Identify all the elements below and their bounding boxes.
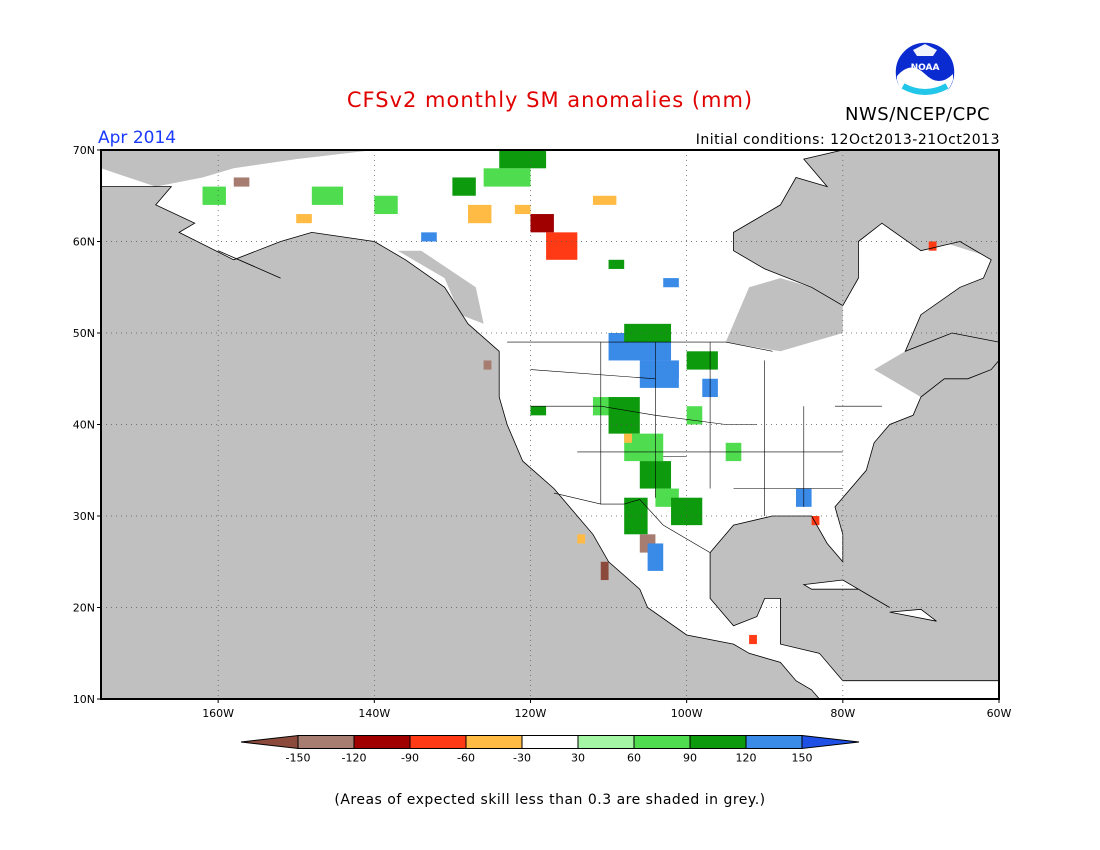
coastline (889, 608, 937, 622)
anomaly-patch (686, 406, 703, 425)
anomaly-patch (546, 232, 578, 260)
legend-bin (801, 734, 860, 750)
map-body (101, 150, 999, 699)
lon-tick-label: 120W (515, 707, 547, 720)
legend-label: -90 (401, 752, 419, 765)
legend-label: 90 (683, 752, 697, 765)
border-line (507, 341, 773, 352)
legend-bin (353, 735, 411, 749)
low-skill-area (397, 250, 484, 324)
lat-tick-label: 40N (73, 419, 95, 432)
anomaly-patch (811, 516, 820, 526)
legend-label: 60 (627, 752, 641, 765)
anomaly-patch (928, 241, 937, 251)
border-line (530, 369, 656, 380)
legend-bin (577, 735, 635, 749)
agency-label: NWS/NCEP/CPC (845, 104, 991, 125)
lat-tick-label: 50N (73, 327, 95, 340)
legend-label: -150 (286, 752, 311, 765)
lon-tick-label: 160W (202, 707, 234, 720)
anomaly-patch (421, 232, 437, 242)
low-skill-area (101, 150, 375, 187)
legend-label: -30 (513, 752, 531, 765)
low-skill-area (733, 150, 999, 306)
legend-label: -60 (457, 752, 475, 765)
anomaly-patch (499, 150, 547, 169)
anomaly-patch (374, 195, 398, 215)
initial-conditions-label: Initial conditions: 12Oct2013-21Oct2013 (695, 132, 1000, 148)
anomaly-patch (749, 634, 757, 645)
noaa-logo-text: NOAA (911, 63, 940, 73)
anomaly-patch (624, 323, 672, 343)
anomaly-patch (296, 214, 312, 224)
land-area (803, 580, 890, 608)
anomaly-patch (592, 195, 617, 205)
anomaly-patch (311, 186, 344, 205)
anomaly-patch (530, 214, 554, 233)
anomaly-patch (608, 259, 625, 269)
anomaly-patch (202, 186, 226, 205)
anomaly-patch (655, 360, 679, 379)
low-skill-area (874, 333, 999, 397)
map-axes: 70N 60N 50N 40N 30N 20N 10N 160W 140W 120W 100W 80W… (73, 144, 1012, 720)
low-skill-area (725, 278, 843, 352)
anomaly-patch (600, 561, 609, 581)
anomaly-patch (647, 543, 664, 571)
coastline (802, 579, 890, 608)
anomaly-patch (624, 497, 648, 535)
lon-tick-label: 80W (830, 707, 855, 720)
anomaly-patch (483, 360, 492, 370)
legend-bin (465, 735, 523, 749)
lat-tick-label: 20N (73, 602, 95, 615)
legend-bin (633, 735, 691, 749)
legend-label: 150 (792, 752, 813, 765)
lat-tick-label: 30N (73, 510, 95, 523)
legend-bin (689, 735, 747, 749)
lat-tick-label: 10N (73, 693, 95, 706)
anomaly-patch (663, 278, 679, 288)
anomaly-patch (468, 204, 492, 224)
anomaly-patch (233, 177, 250, 187)
legend-bin (240, 734, 299, 750)
noaa-logo-icon: NOAA (894, 41, 956, 103)
coastline (217, 250, 281, 279)
anomaly-patch (686, 351, 718, 370)
map-title: CFSv2 monthly SM anomalies (mm) (346, 88, 754, 112)
anomaly-patch (483, 168, 531, 187)
anomaly-patch (608, 397, 640, 434)
legend-label: 30 (571, 752, 585, 765)
anomaly-patch (514, 204, 531, 215)
anomaly-patch (624, 433, 632, 443)
legend-label: -120 (342, 752, 367, 765)
lon-tick-label: 100W (671, 707, 703, 720)
colorbar-legend: -150 -120 -90 -60 -30 30 60 90 120 150 (240, 734, 860, 765)
anomaly-patch (577, 534, 586, 544)
lat-tick-label: 60N (73, 236, 95, 249)
legend-label: 120 (736, 752, 757, 765)
legend-bin (745, 735, 803, 749)
anomaly-patch (671, 497, 703, 526)
anomaly-patch (452, 177, 476, 196)
footnote: (Areas of expected skill less than 0.3 a… (334, 792, 766, 808)
legend-bin (409, 735, 467, 749)
anomaly-patch (530, 406, 547, 416)
lon-tick-label: 60W (987, 707, 1012, 720)
legend-bin (297, 735, 355, 749)
legend-bin (521, 735, 579, 749)
lat-tick-label: 70N (73, 144, 95, 157)
lon-tick-label: 140W (358, 707, 390, 720)
coastline (101, 150, 999, 699)
forecast-month-label: Apr 2014 (98, 128, 177, 148)
